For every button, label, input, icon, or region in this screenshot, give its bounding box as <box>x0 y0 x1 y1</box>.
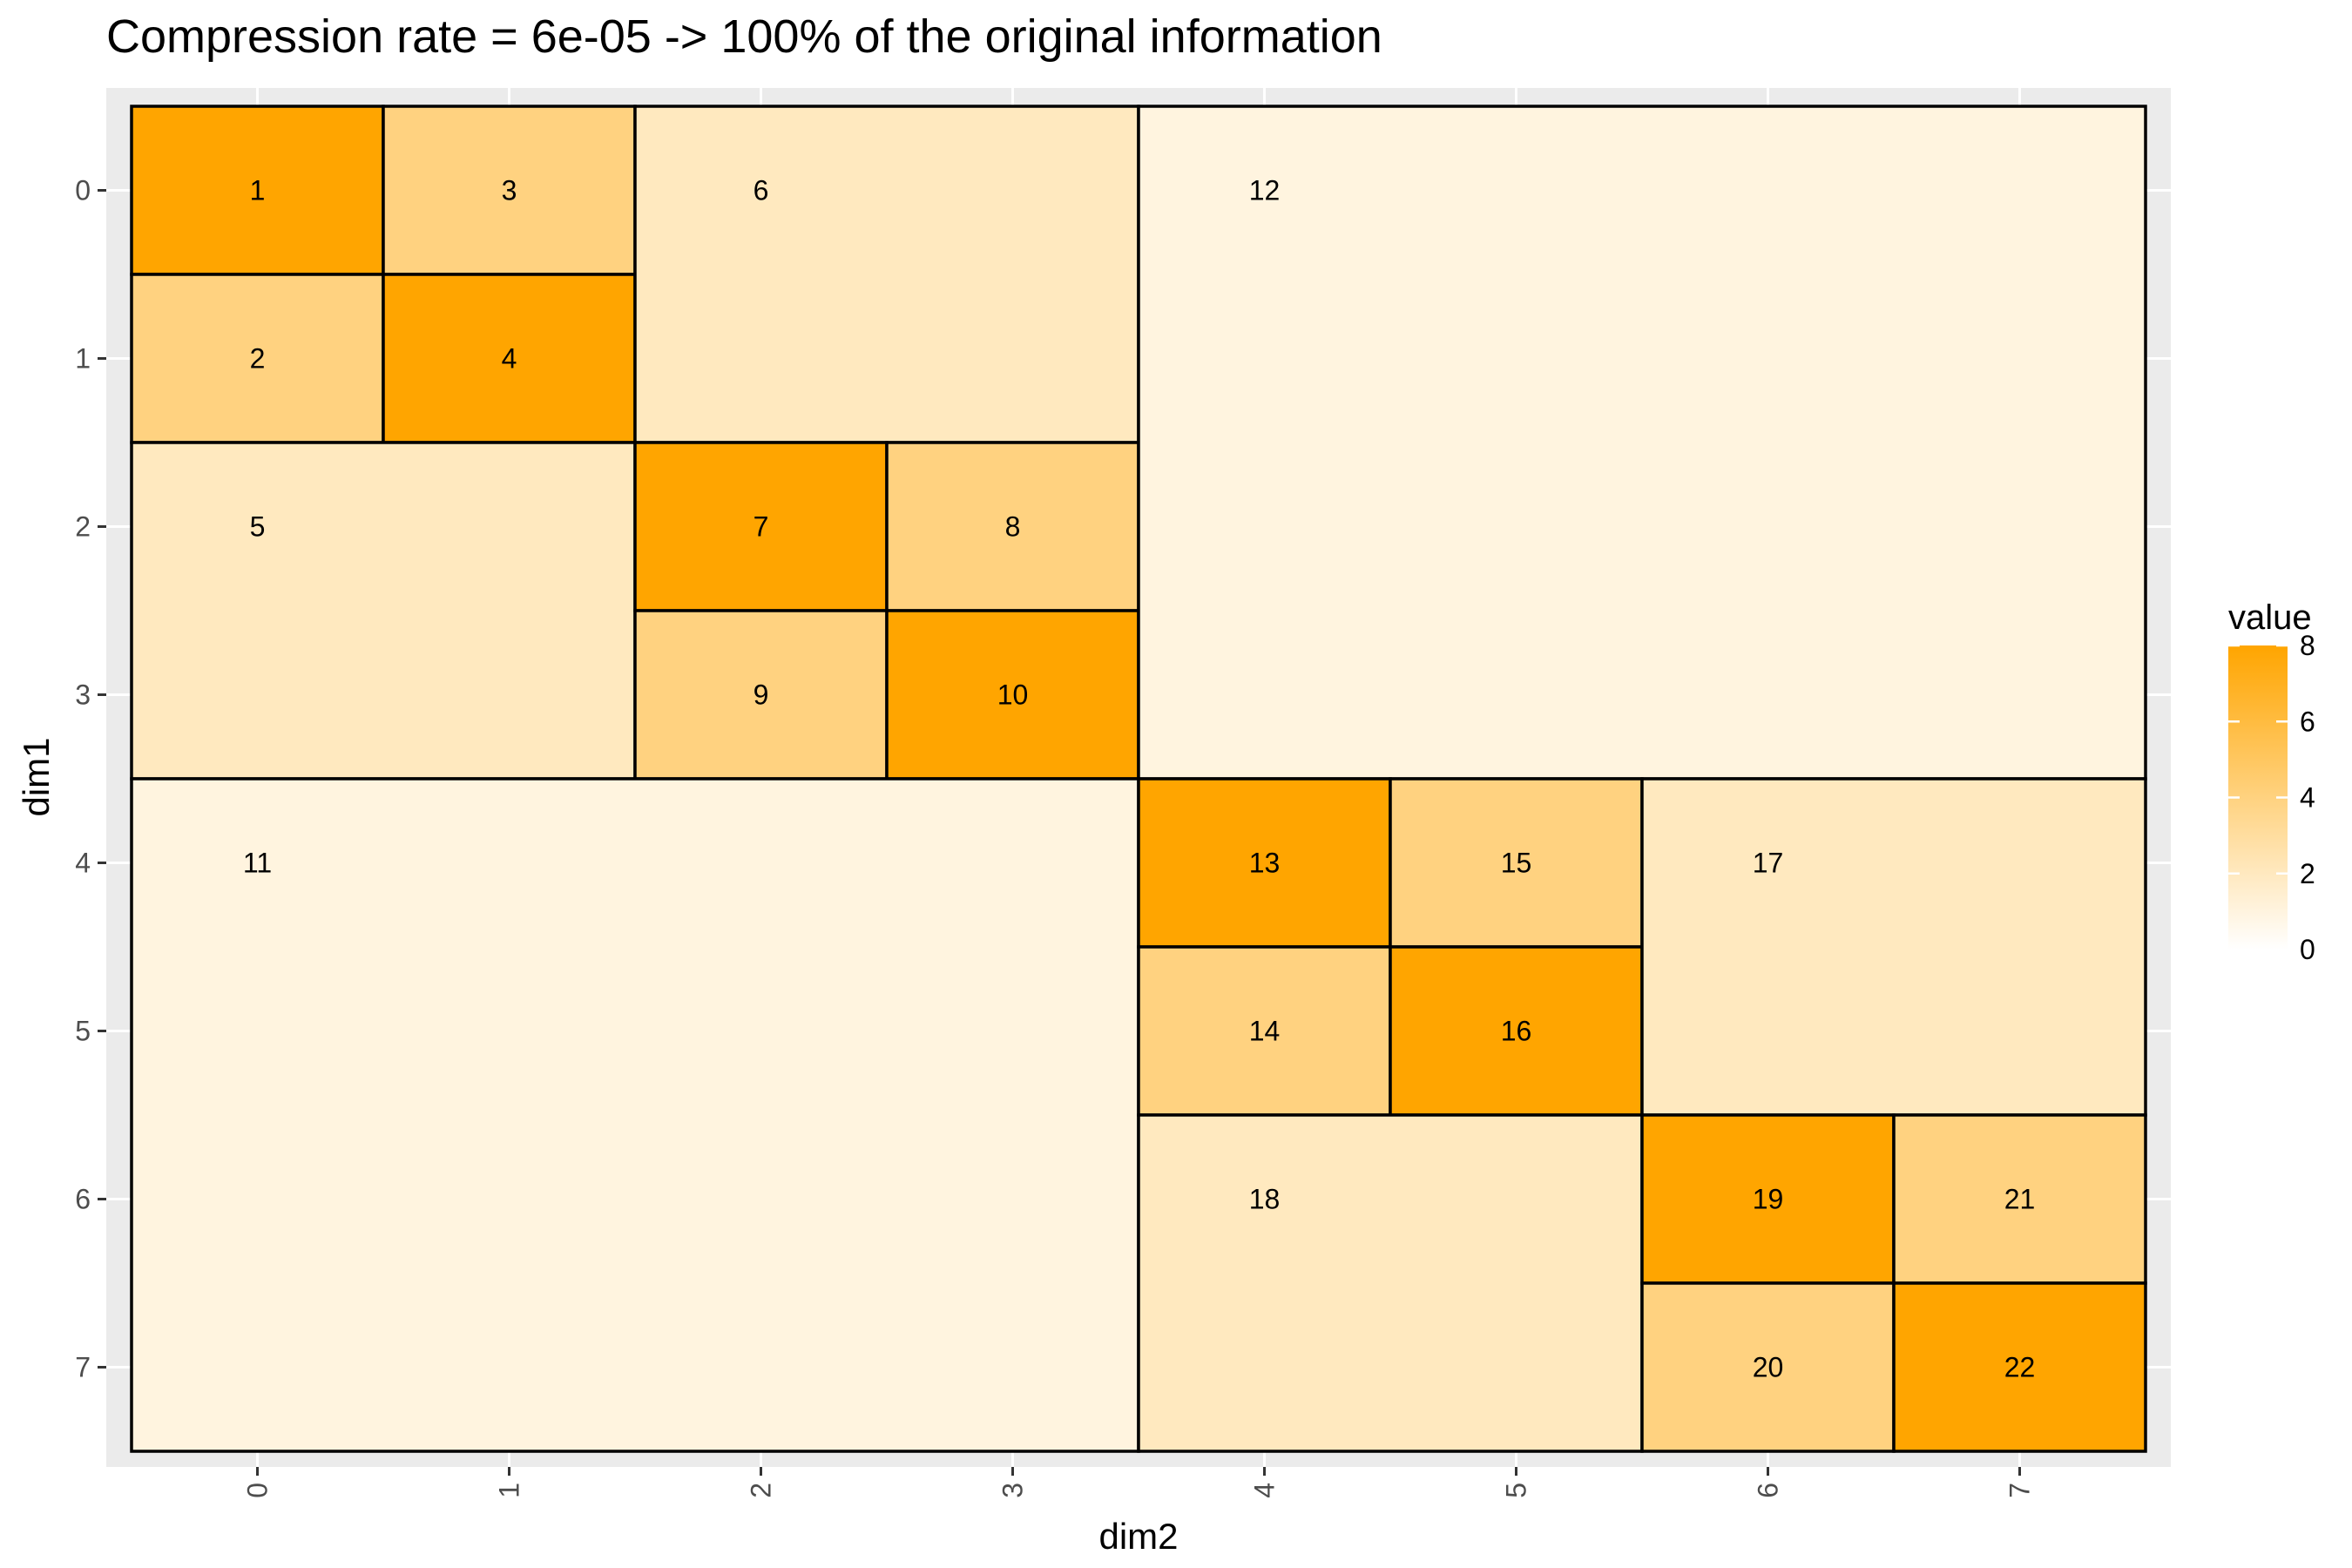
y-tick-label: 1 <box>75 343 91 375</box>
y-tick-label: 5 <box>75 1016 91 1047</box>
heatmap-block <box>633 105 1140 444</box>
legend-title: value <box>2228 598 2312 637</box>
heatmap-block <box>633 441 889 612</box>
legend-ticks: 0 2 4 6 8 <box>2228 630 2315 965</box>
heatmap-block <box>130 273 385 444</box>
legend-tick-label: 8 <box>2300 630 2315 661</box>
heatmap-block <box>1137 1113 1644 1453</box>
heatmap-block <box>130 105 385 276</box>
x-tick-label: 3 <box>997 1483 1029 1498</box>
heatmap-block <box>1389 777 1644 949</box>
cell-label: 8 <box>1005 511 1021 543</box>
y-tick-label: 2 <box>75 511 91 543</box>
y-axis-title: dim1 <box>16 737 57 816</box>
chart-title: Compression rate = 6e-05 -> 100% of the … <box>106 10 1382 63</box>
heatmap-block <box>1137 777 1392 949</box>
x-axis-title: dim2 <box>1098 1516 1178 1557</box>
x-tick-label: 4 <box>1249 1483 1281 1498</box>
y-tick-label: 7 <box>75 1352 91 1383</box>
y-tick-label: 0 <box>75 175 91 206</box>
y-axis: 0 1 2 3 4 5 6 7 <box>75 175 106 1383</box>
cell-label: 22 <box>2004 1352 2036 1383</box>
cell-label: 1 <box>250 175 266 206</box>
heatmap-block <box>1137 945 1392 1117</box>
y-tick-label: 6 <box>75 1184 91 1215</box>
cell-label: 21 <box>2004 1184 2036 1215</box>
legend-tick-label: 6 <box>2300 706 2315 737</box>
legend-tick-label: 4 <box>2300 782 2315 814</box>
cell-label: 4 <box>502 343 517 375</box>
cell-label: 6 <box>754 175 769 206</box>
cell-label: 5 <box>250 511 266 543</box>
x-tick-label: 7 <box>2004 1483 2036 1498</box>
cell-label: 9 <box>754 679 769 711</box>
heatmap-block <box>1137 105 2147 781</box>
cell-label: 19 <box>1753 1184 1784 1215</box>
cell-label: 12 <box>1249 175 1281 206</box>
heatmap-cells <box>130 105 2147 1453</box>
cell-label: 20 <box>1753 1352 1784 1383</box>
heatmap-block <box>1892 1113 2147 1285</box>
legend-tick-label: 0 <box>2300 934 2315 965</box>
cell-label: 13 <box>1249 848 1281 879</box>
cell-label: 10 <box>997 679 1029 711</box>
heatmap-block <box>633 609 889 781</box>
cell-label: 2 <box>250 343 266 375</box>
cell-label: 3 <box>502 175 517 206</box>
x-tick-label: 6 <box>1753 1483 1784 1498</box>
x-axis: 0 1 2 3 4 5 6 7 <box>242 1467 2036 1498</box>
x-tick-label: 5 <box>1501 1483 1532 1498</box>
heatmap-block <box>1640 777 2147 1117</box>
cell-label: 16 <box>1501 1016 1532 1047</box>
cell-label: 11 <box>243 848 272 879</box>
heatmap-block <box>130 441 637 781</box>
heatmap-block <box>885 609 1140 781</box>
heatmap-block <box>1892 1281 2147 1453</box>
x-tick-label: 0 <box>242 1483 274 1498</box>
x-tick-label: 2 <box>746 1483 777 1498</box>
x-tick-label: 1 <box>494 1483 525 1498</box>
cell-label: 17 <box>1753 848 1784 879</box>
heatmap-block <box>130 777 1140 1453</box>
cell-label: 18 <box>1249 1184 1281 1215</box>
y-tick-label: 4 <box>75 848 91 879</box>
heatmap-block <box>1640 1281 1896 1453</box>
y-tick-label: 3 <box>75 679 91 711</box>
cell-label: 15 <box>1501 848 1532 879</box>
legend-tick-label: 2 <box>2300 858 2315 889</box>
cell-label: 7 <box>754 511 769 543</box>
heatmap-block <box>382 105 637 276</box>
heatmap-block <box>382 273 637 444</box>
color-legend: value 0 2 4 6 8 <box>2228 598 2315 965</box>
cell-label: 14 <box>1249 1016 1281 1047</box>
